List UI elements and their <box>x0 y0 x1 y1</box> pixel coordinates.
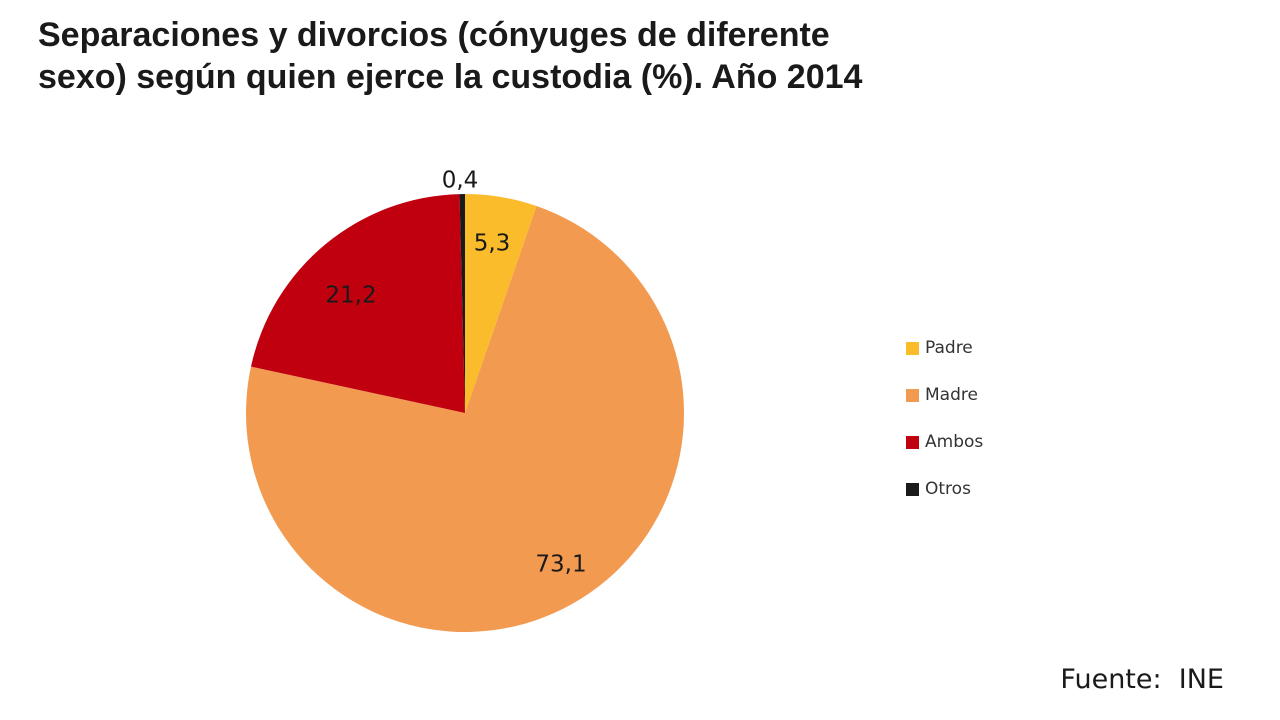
legend-item-padre: Padre <box>906 336 983 360</box>
chart-title-line-2: sexo) según quien ejerce la custodia (%)… <box>38 58 863 96</box>
chart-legend: Padre Madre Ambos Otros <box>906 336 983 524</box>
legend-swatch-ambos <box>906 435 919 449</box>
legend-item-madre: Madre <box>906 383 983 407</box>
legend-label-madre: Madre <box>925 385 978 405</box>
legend-label-ambos: Ambos <box>925 432 984 452</box>
pie-slice-otros <box>459 194 465 413</box>
chart-title-line-1: Separaciones y divorcios (cónyuges de di… <box>38 16 830 54</box>
pie-slice-padre <box>465 194 537 413</box>
source-note: Fuente: INE <box>1060 664 1224 695</box>
legend-item-otros: Otros <box>906 477 983 501</box>
legend-swatch-madre <box>906 388 919 402</box>
pie-slice-ambos <box>250 194 465 413</box>
legend-label-padre: Padre <box>925 338 973 358</box>
legend-item-ambos: Ambos <box>906 430 983 454</box>
data-label-madre: 73,1 <box>535 552 586 578</box>
legend-swatch-otros <box>906 482 919 496</box>
legend-label-otros: Otros <box>925 479 971 499</box>
data-label-padre: 5,3 <box>474 231 511 257</box>
chart-title: Separaciones y divorcios (cónyuges de di… <box>38 14 1038 98</box>
pie-slice-madre <box>245 206 684 632</box>
data-label-ambos: 21,2 <box>325 283 376 309</box>
legend-swatch-padre <box>906 341 919 355</box>
data-label-otros: 0,4 <box>442 168 479 194</box>
